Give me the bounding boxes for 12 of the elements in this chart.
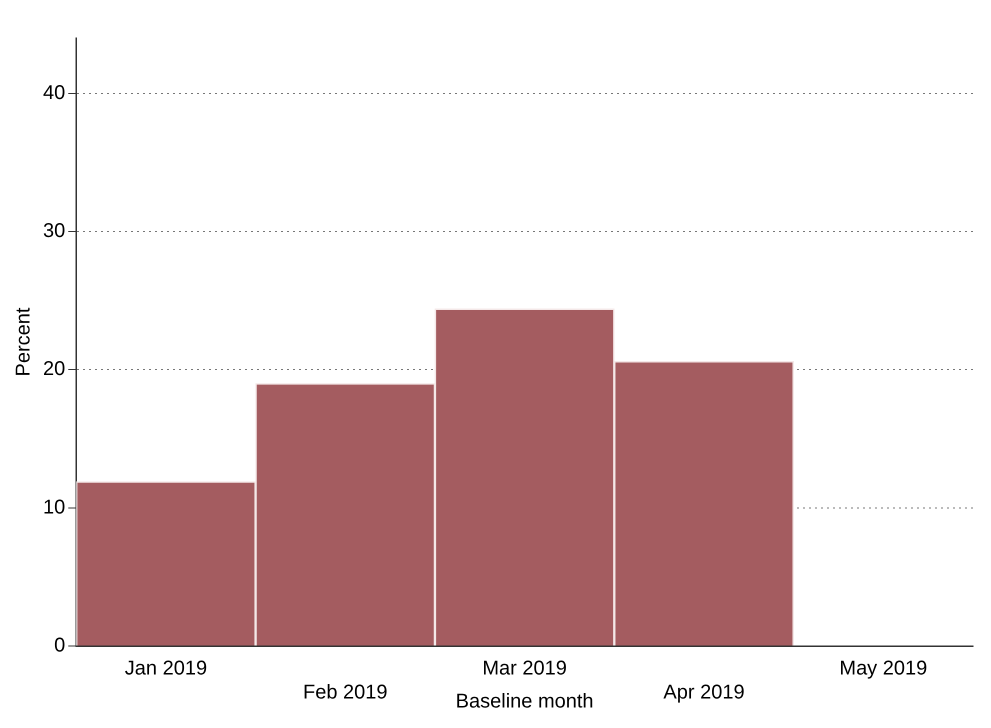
y-tick-label: 0 — [54, 634, 66, 657]
y-tick-label: 10 — [42, 496, 66, 518]
y-axis-title: Percent — [12, 307, 35, 376]
x-axis-title: Baseline month — [456, 690, 594, 713]
x-tick-label: Feb 2019 — [303, 682, 388, 704]
y-tick-label: 20 — [42, 358, 66, 380]
x-tick-label: Apr 2019 — [663, 682, 745, 704]
x-tick-label: Jan 2019 — [124, 658, 208, 680]
y-tick-label: 40 — [42, 82, 66, 104]
y-tick-label: 30 — [42, 220, 66, 242]
x-tick-label: Mar 2019 — [482, 658, 567, 680]
x-tick-label: May 2019 — [839, 658, 928, 680]
